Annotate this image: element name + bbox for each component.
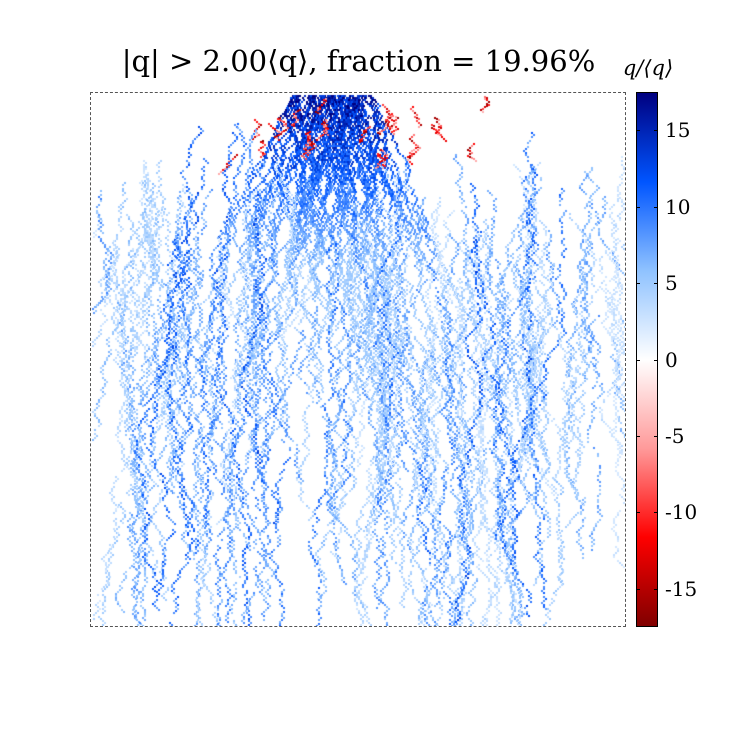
colorbar-tick-label: 15 xyxy=(665,118,691,143)
colorbar-tick-mark xyxy=(654,359,658,361)
colorbar-tick-mark xyxy=(654,130,658,132)
colorbar-tick-mark xyxy=(636,435,640,437)
colorbar-tick-mark xyxy=(654,283,658,285)
colorbar-tick-label: 10 xyxy=(665,194,691,219)
colorbar-tick-mark xyxy=(636,512,640,514)
colorbar-title: q/⟨q⟩ xyxy=(622,56,674,80)
colorbar-tick-label: 0 xyxy=(665,347,678,372)
heatmap-canvas xyxy=(91,93,625,626)
chart-title: |q| > 2.00⟨q⟩, fraction = 19.96% xyxy=(121,44,596,78)
colorbar-tick-mark xyxy=(654,588,658,590)
colorbar-tick-label: 5 xyxy=(665,271,678,296)
colorbar-tick-mark xyxy=(654,512,658,514)
colorbar-tick-mark xyxy=(636,283,640,285)
plot-area xyxy=(90,92,626,627)
colorbar-tick-label: -5 xyxy=(665,423,685,448)
colorbar-tick-mark xyxy=(654,206,658,208)
colorbar-tick-mark xyxy=(636,588,640,590)
colorbar-tick-label: -10 xyxy=(665,500,698,525)
colorbar-tick-label: -15 xyxy=(665,576,698,601)
colorbar-tick-mark xyxy=(636,130,640,132)
colorbar-tick-mark xyxy=(636,359,640,361)
colorbar-tick-mark xyxy=(654,435,658,437)
colorbar-tick-mark xyxy=(636,206,640,208)
